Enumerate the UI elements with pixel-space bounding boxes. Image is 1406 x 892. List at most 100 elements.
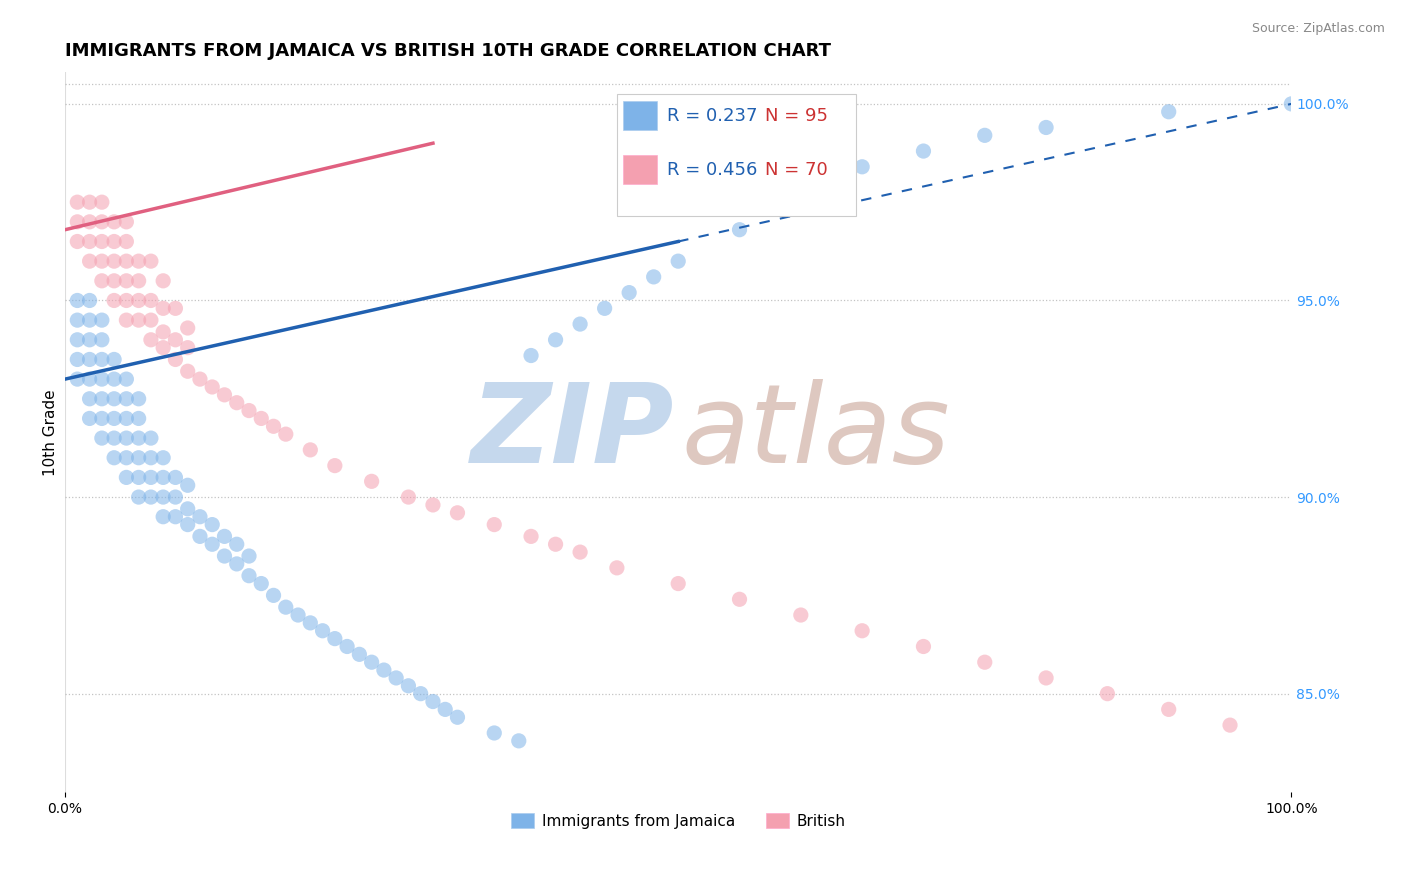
Point <box>115 392 138 406</box>
Point <box>484 726 506 740</box>
Text: IMMIGRANTS FROM JAMAICA VS BRITISH 10TH GRADE CORRELATION CHART: IMMIGRANTS FROM JAMAICA VS BRITISH 10TH … <box>65 42 831 60</box>
Point <box>508 734 530 748</box>
Point <box>103 372 125 386</box>
Point <box>544 537 567 551</box>
Point <box>851 624 873 638</box>
Point <box>176 364 198 378</box>
Point <box>728 592 751 607</box>
Point <box>139 313 162 327</box>
Point <box>152 301 174 316</box>
Point <box>250 576 273 591</box>
Point <box>396 679 419 693</box>
Point <box>299 615 322 630</box>
Point <box>115 215 138 229</box>
Point <box>139 333 162 347</box>
Legend: Immigrants from Jamaica, British: Immigrants from Jamaica, British <box>505 806 851 835</box>
Point <box>1035 120 1057 135</box>
Point <box>79 215 101 229</box>
Point <box>139 450 162 465</box>
Point <box>188 529 211 543</box>
Point <box>115 313 138 327</box>
Point <box>66 333 89 347</box>
Point <box>66 313 89 327</box>
Point <box>66 235 89 249</box>
Point <box>396 490 419 504</box>
Text: Source: ZipAtlas.com: Source: ZipAtlas.com <box>1251 22 1385 36</box>
Point <box>214 388 236 402</box>
Point <box>606 561 628 575</box>
Point <box>617 285 640 300</box>
Point <box>790 191 813 205</box>
Point <box>152 274 174 288</box>
Point <box>90 274 112 288</box>
Point <box>790 607 813 622</box>
Point <box>128 392 150 406</box>
Point <box>1097 687 1119 701</box>
Point <box>152 509 174 524</box>
Point <box>225 557 247 571</box>
Point <box>128 490 150 504</box>
Point <box>263 588 285 602</box>
Point <box>201 537 224 551</box>
Point <box>1157 104 1180 119</box>
Point <box>152 490 174 504</box>
Point <box>103 392 125 406</box>
Point <box>973 655 995 669</box>
FancyBboxPatch shape <box>623 101 658 130</box>
Point <box>912 144 935 158</box>
Text: R = 0.237: R = 0.237 <box>668 107 758 125</box>
Point <box>973 128 995 143</box>
Point <box>128 313 150 327</box>
Point <box>323 632 346 646</box>
Text: N = 95: N = 95 <box>765 107 828 125</box>
Point <box>103 352 125 367</box>
Point <box>79 333 101 347</box>
Point <box>299 442 322 457</box>
Text: ZIP: ZIP <box>471 379 675 485</box>
Point <box>79 254 101 268</box>
FancyBboxPatch shape <box>623 155 658 184</box>
Point <box>225 395 247 409</box>
Point <box>176 501 198 516</box>
Point <box>176 478 198 492</box>
Point <box>115 431 138 445</box>
Point <box>79 313 101 327</box>
Point <box>176 517 198 532</box>
Point <box>66 372 89 386</box>
Point <box>446 506 468 520</box>
Point <box>484 517 506 532</box>
Point <box>128 254 150 268</box>
Point <box>79 392 101 406</box>
Point <box>103 274 125 288</box>
Point <box>238 549 260 563</box>
Point <box>569 317 592 331</box>
Point <box>593 301 616 316</box>
Point <box>128 470 150 484</box>
Point <box>728 223 751 237</box>
Point <box>128 411 150 425</box>
Point <box>238 568 260 582</box>
Point <box>90 392 112 406</box>
Point <box>66 195 89 210</box>
Y-axis label: 10th Grade: 10th Grade <box>44 389 58 475</box>
Point <box>103 431 125 445</box>
Point <box>188 509 211 524</box>
Point <box>115 470 138 484</box>
Point <box>128 450 150 465</box>
Point <box>103 215 125 229</box>
Point <box>238 403 260 417</box>
Point <box>66 293 89 308</box>
Point <box>214 529 236 543</box>
Point <box>103 254 125 268</box>
Point <box>152 325 174 339</box>
Point <box>1279 96 1302 111</box>
Point <box>139 293 162 308</box>
Point <box>115 372 138 386</box>
Point <box>139 470 162 484</box>
Point <box>165 333 187 347</box>
Point <box>90 431 112 445</box>
Point <box>115 293 138 308</box>
Point <box>176 321 198 335</box>
Point <box>250 411 273 425</box>
Point <box>79 372 101 386</box>
